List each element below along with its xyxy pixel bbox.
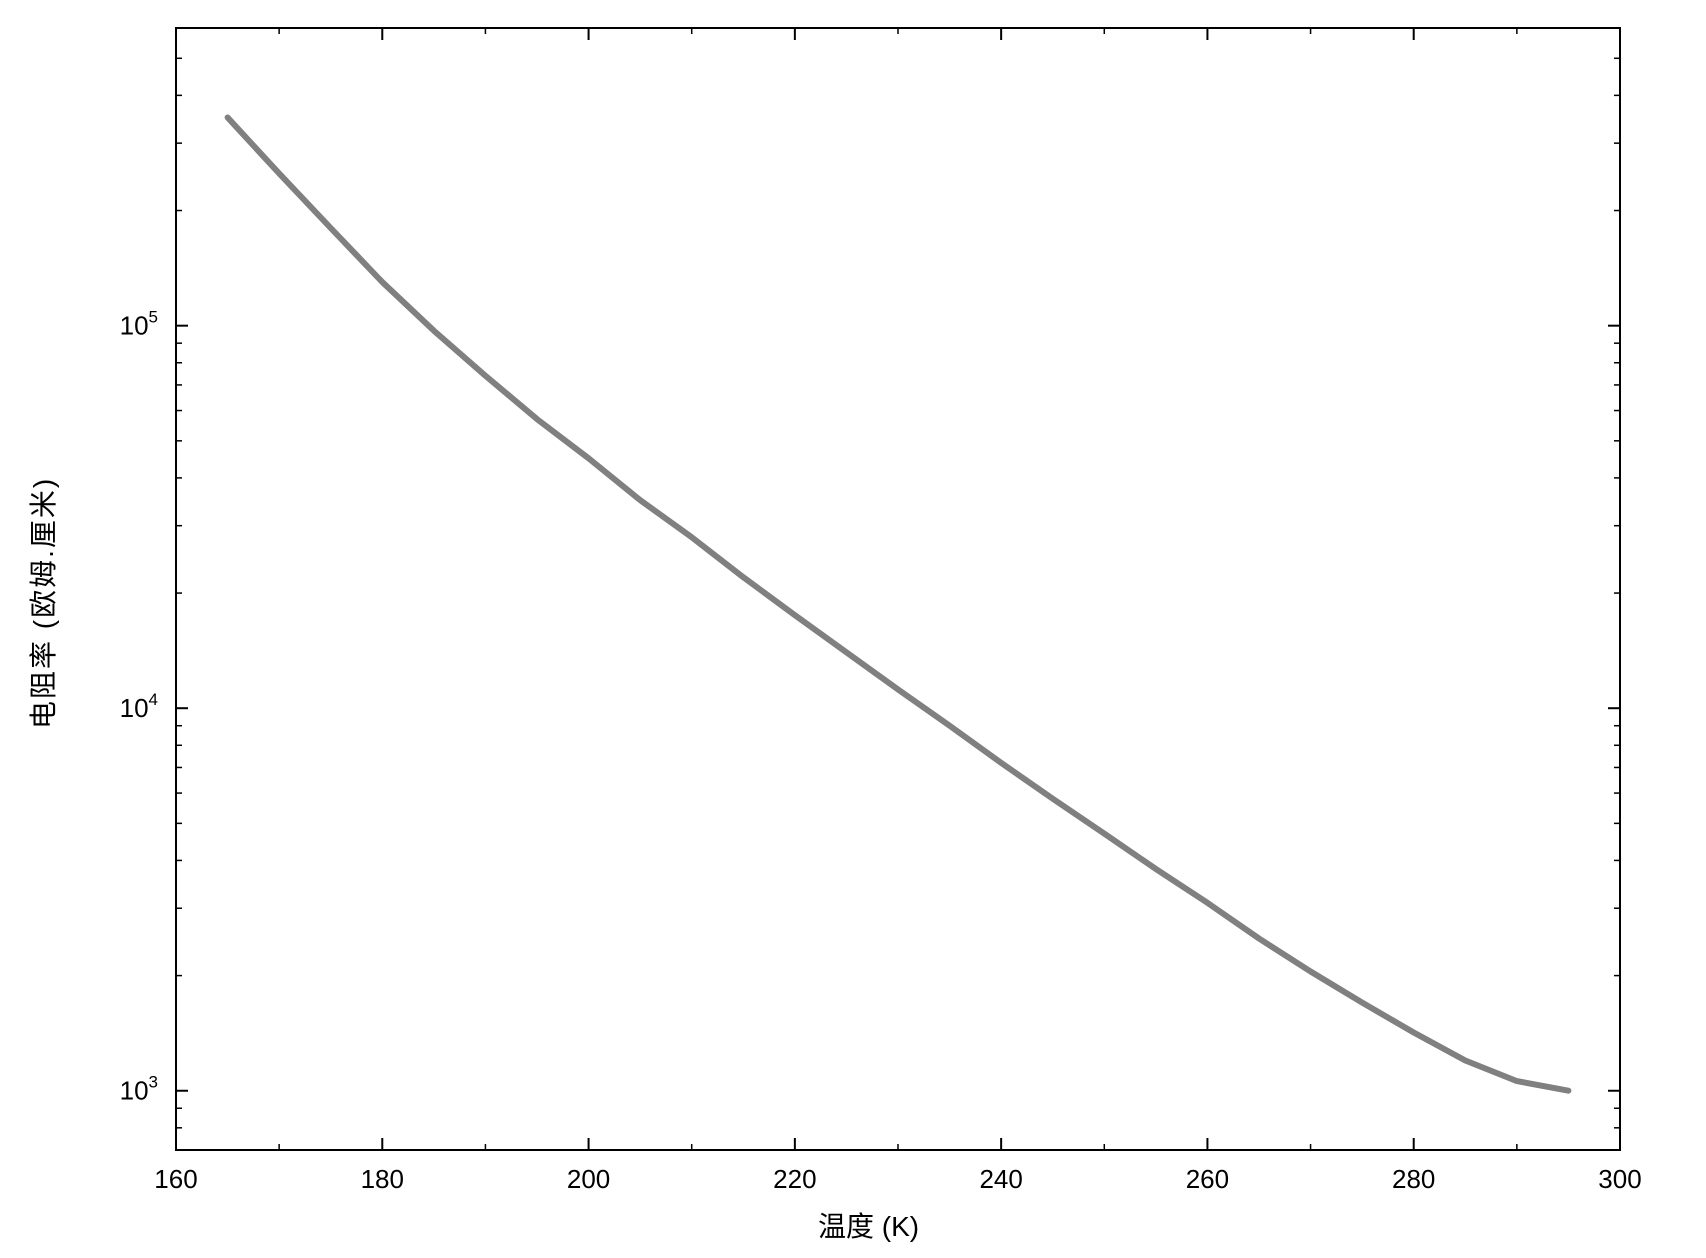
chart-svg: 160 180 200 220 240 260 280 300 103 104 105 — [0, 0, 1706, 1258]
svg-text:300: 300 — [1598, 1164, 1641, 1194]
svg-text:260: 260 — [1186, 1164, 1229, 1194]
x-axis-label: 温度 (K) — [818, 1205, 919, 1245]
svg-text:200: 200 — [567, 1164, 610, 1194]
svg-text:240: 240 — [979, 1164, 1022, 1194]
svg-text:280: 280 — [1392, 1164, 1435, 1194]
svg-text:104: 104 — [120, 690, 158, 723]
svg-text:180: 180 — [361, 1164, 404, 1194]
svg-text:160: 160 — [154, 1164, 197, 1194]
resistivity-chart: 160 180 200 220 240 260 280 300 103 104 105 温度 (K)… — [0, 0, 1706, 1258]
svg-text:103: 103 — [120, 1073, 158, 1106]
svg-text:220: 220 — [773, 1164, 816, 1194]
svg-text:105: 105 — [120, 308, 158, 341]
y-axis-label: 电阻率 (欧姆.厘米) — [22, 477, 62, 729]
